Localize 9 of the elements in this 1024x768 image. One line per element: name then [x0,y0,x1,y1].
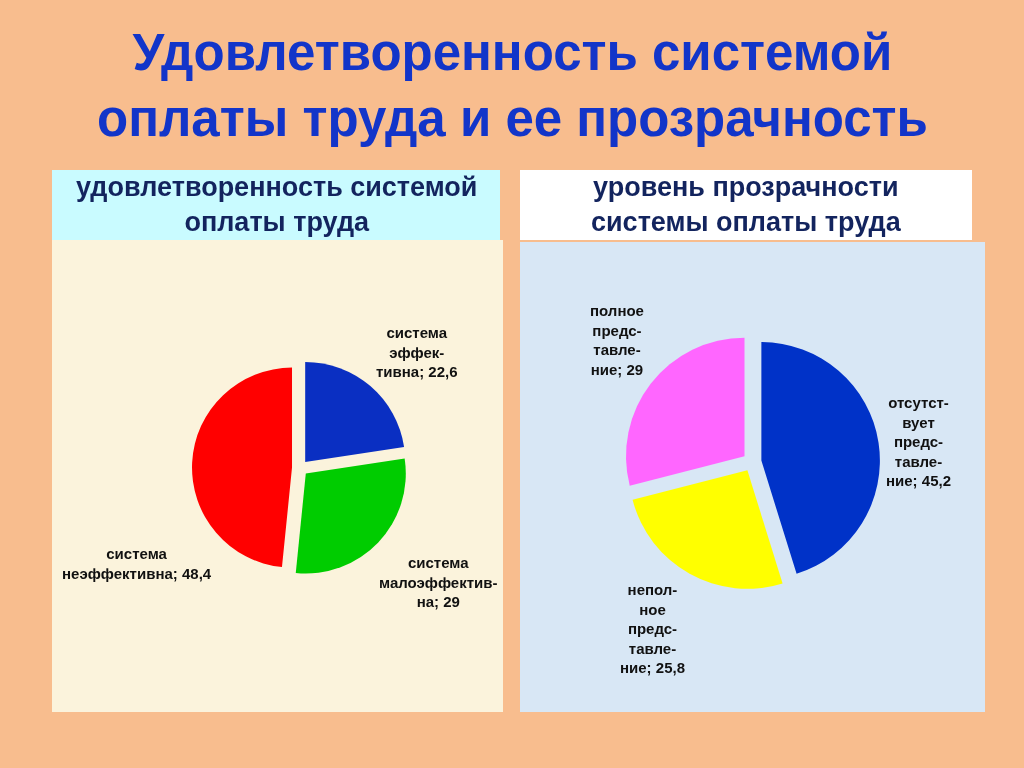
chart-title: уровень прозрачности системы оплаты труда [591,172,902,238]
slice-label: полное предс-тавле-ние; 29 [590,302,644,378]
chart-title: удовлетворенность системой оплаты труда [76,172,478,238]
text: Удовлетворенность системой оплаты труда и ее прозрачность [97,24,928,148]
slice-label: система эффек-тивна; 22,6 [376,324,458,380]
slice-label: отсутст-вует предс-тавле-ние; 45,2 [886,394,951,489]
slice-label: система неэффективна; 48,4 [62,545,212,582]
slice-label: непол-ное предс-тавле-ние; 25,8 [620,581,685,676]
slice-label: система малоэффектив-на; 29 [379,554,498,610]
